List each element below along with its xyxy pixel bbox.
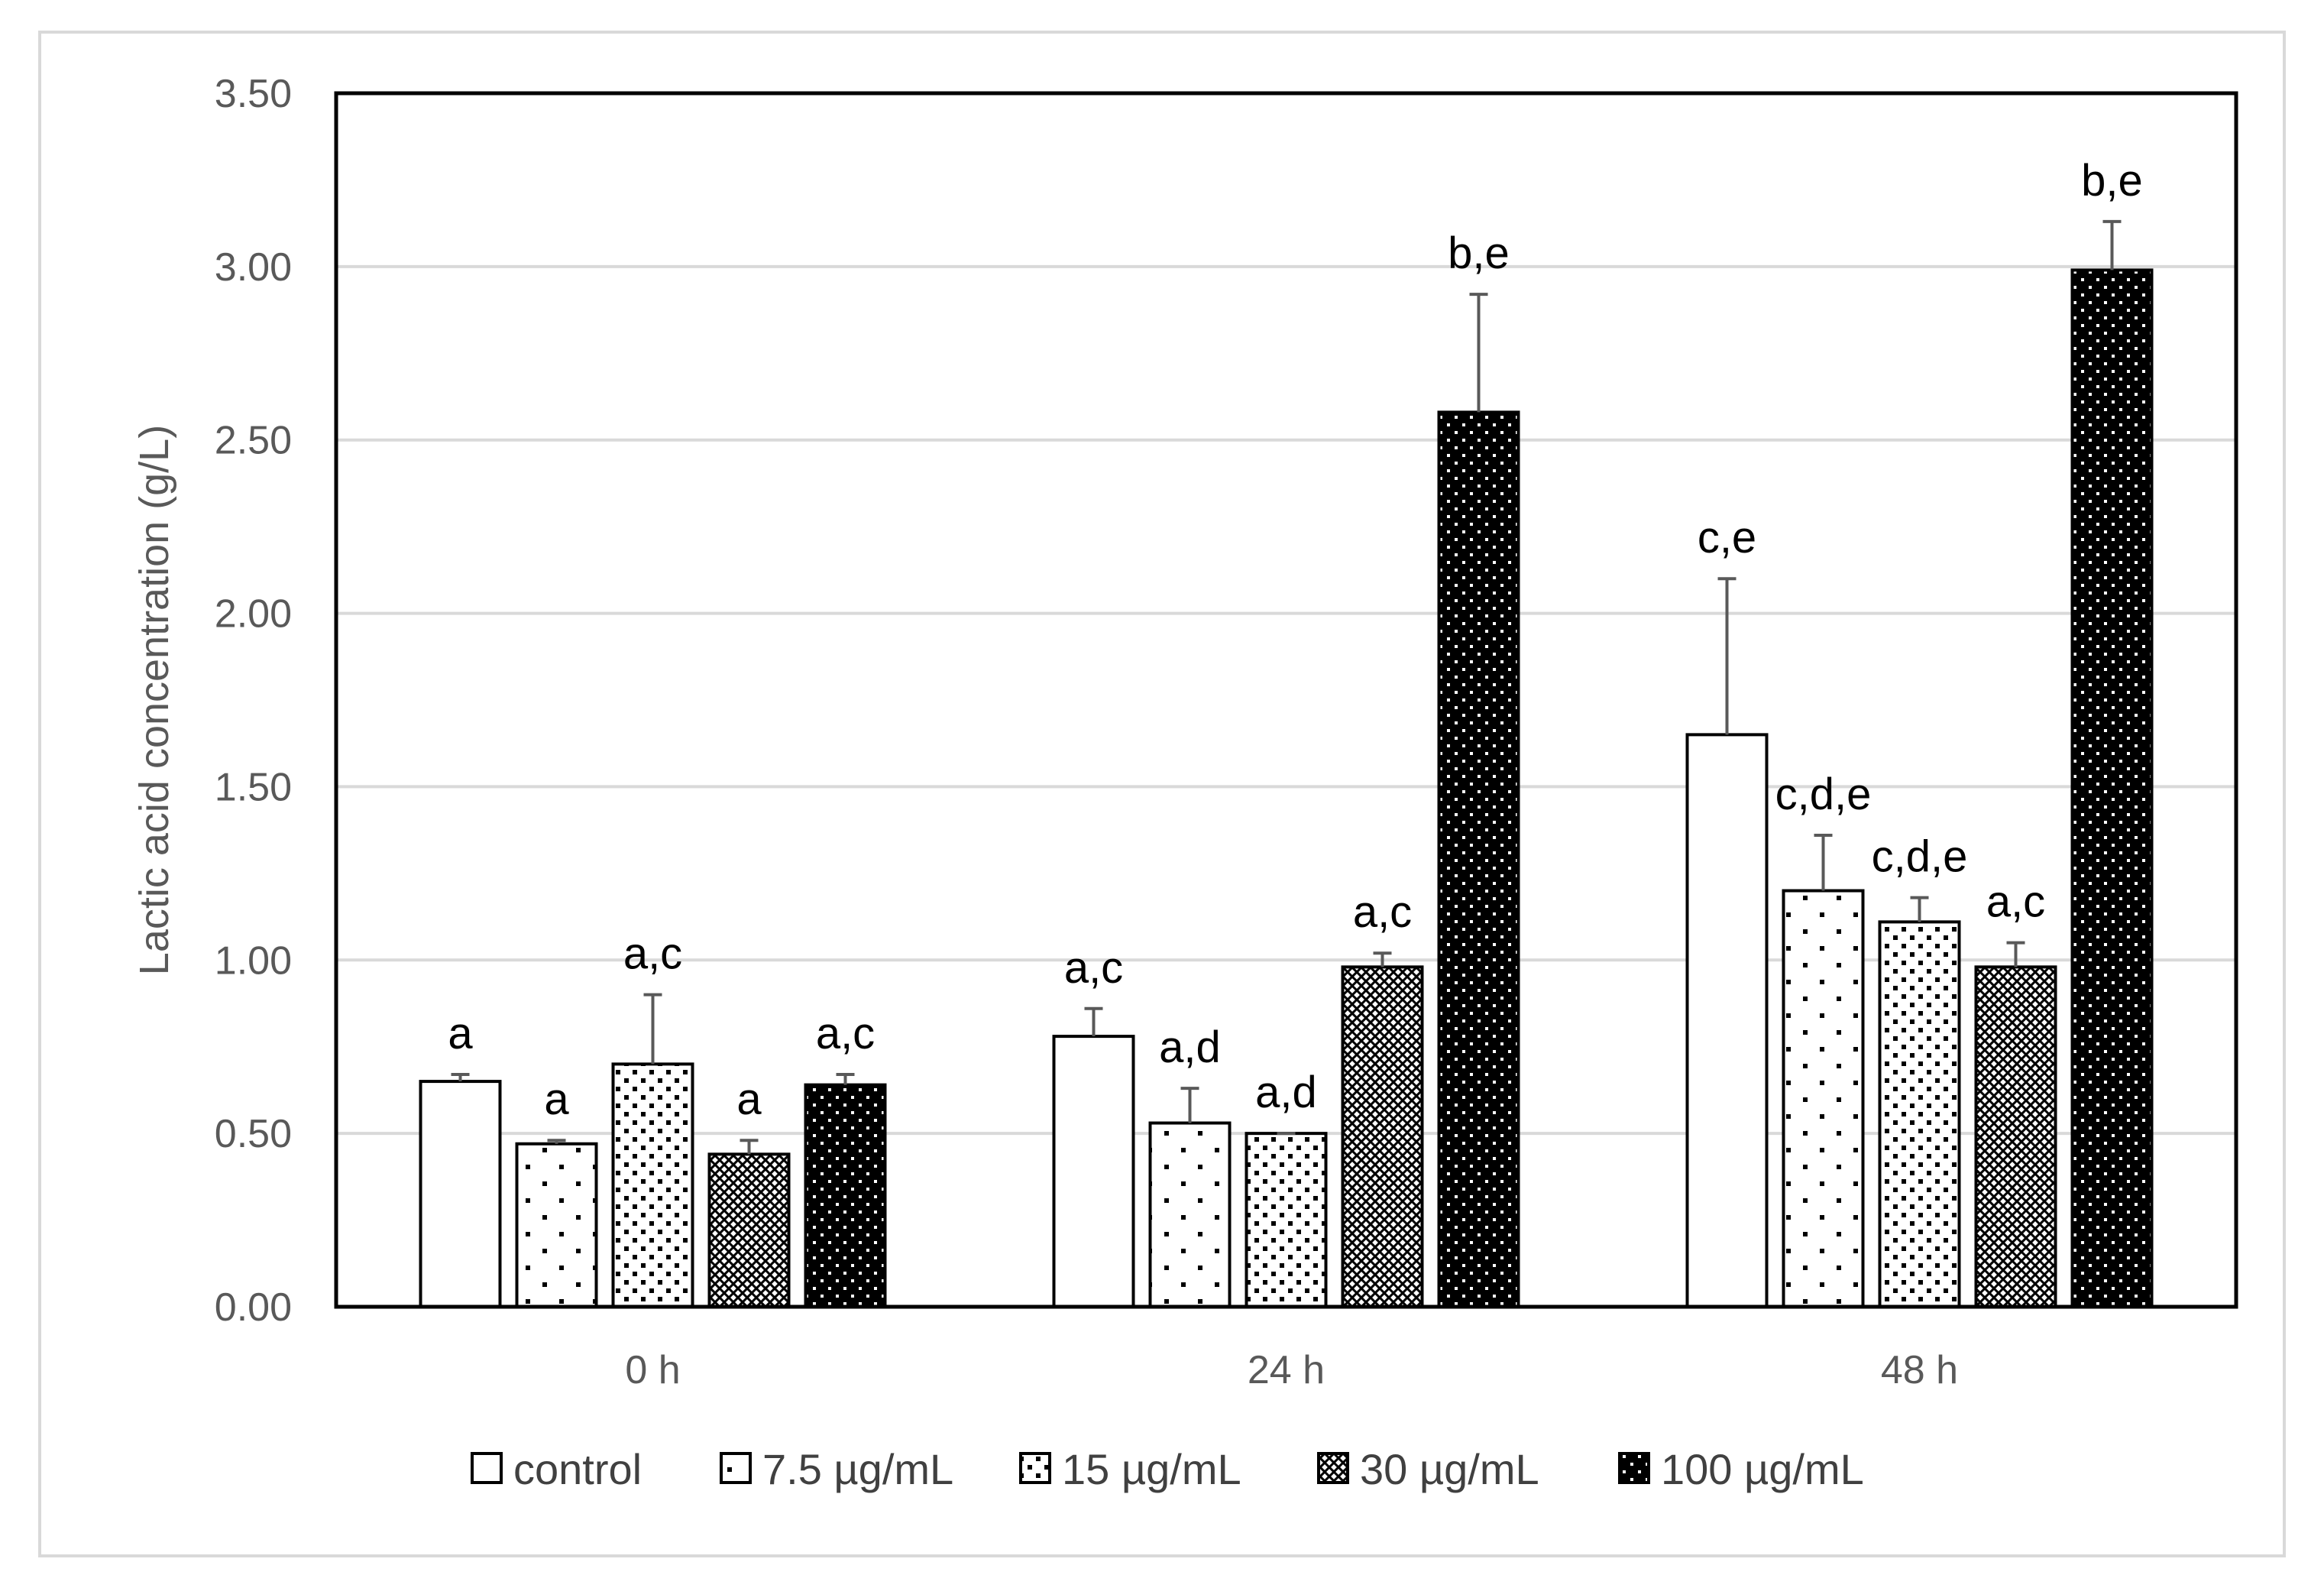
- x-axis-categories: 0 h 24 h 48 h: [625, 1348, 1958, 1392]
- significance-label: a,d: [1159, 1022, 1221, 1072]
- bar: [1782, 889, 1865, 1308]
- significance-label: a,c: [1986, 877, 2045, 927]
- legend-label: 15 µg/mL: [1062, 1445, 1241, 1493]
- significance-label: a,c: [1353, 887, 1412, 937]
- bar: [1245, 1132, 1328, 1308]
- bar: [804, 1083, 887, 1308]
- legend-label: 7.5 µg/mL: [762, 1445, 953, 1493]
- bar: [707, 1152, 791, 1309]
- significance-label: c,d,e: [1775, 770, 1872, 819]
- bars: [419, 268, 2154, 1309]
- legend-label: control: [513, 1445, 642, 1493]
- x-category-label: 48 h: [1881, 1348, 1958, 1392]
- significance-label: c,e: [1698, 513, 1756, 562]
- error-bars: [451, 219, 2122, 1155]
- legend-swatch: [720, 1452, 752, 1484]
- legend-swatch: [1019, 1452, 1051, 1484]
- significance-label: a,c: [1064, 943, 1123, 993]
- significance-label: b,e: [1448, 228, 1510, 278]
- y-tick-label: 1.00: [215, 938, 292, 983]
- legend-swatch: [1317, 1452, 1349, 1484]
- significance-label: a,c: [816, 1009, 875, 1058]
- significance-label: a: [544, 1074, 569, 1124]
- x-category-label: 24 h: [1248, 1348, 1325, 1392]
- legend-label: 30 µg/mL: [1360, 1445, 1539, 1493]
- significance-label: a,d: [1255, 1068, 1317, 1117]
- bar: [1052, 1035, 1135, 1309]
- bar: [1974, 965, 2057, 1308]
- significance-label: a: [736, 1074, 762, 1124]
- significance-label: a,c: [623, 929, 682, 979]
- bar: [419, 1080, 502, 1308]
- bar: [1878, 920, 1961, 1309]
- bar: [1148, 1121, 1232, 1308]
- y-tick-label: 3.00: [215, 245, 292, 290]
- bar: [2070, 268, 2154, 1308]
- significance-label: a: [448, 1009, 473, 1058]
- x-category-label: 0 h: [625, 1348, 680, 1392]
- plot-area-border: [334, 91, 2238, 1309]
- y-tick-label: 1.50: [215, 765, 292, 809]
- legend-swatch: [471, 1452, 503, 1484]
- significance-label: b,e: [2081, 156, 2143, 206]
- bar: [1341, 965, 1424, 1308]
- significance-labels: a a a,c a a,c a,c a,d a,d a,c b,e c,e c,d,ec,d,e a,c…: [448, 156, 2142, 1124]
- legend: control 7.5 µg/mL 15 µg/mL 30 µg/mL 100 µg/m…: [471, 1445, 1864, 1493]
- y-tick-label: 0.50: [215, 1112, 292, 1156]
- y-tick-label: 0.00: [215, 1285, 292, 1330]
- legend-swatch: [1618, 1452, 1650, 1484]
- y-axis-title: Lactic acid concentration (g/L): [131, 425, 177, 975]
- y-axis-ticks: 0.00 0.50 1.00 1.50 2.00 2.50 3.00 3.50: [215, 72, 292, 1330]
- bar: [515, 1142, 598, 1308]
- bar: [1437, 410, 1520, 1308]
- legend-label: 100 µg/mL: [1661, 1445, 1864, 1493]
- bar: [611, 1062, 694, 1309]
- significance-label: c,d,e: [1872, 832, 1968, 882]
- y-tick-label: 3.50: [215, 72, 292, 116]
- y-tick-label: 2.50: [215, 419, 292, 463]
- y-tick-label: 2.00: [215, 592, 292, 637]
- bar: [1685, 733, 1769, 1308]
